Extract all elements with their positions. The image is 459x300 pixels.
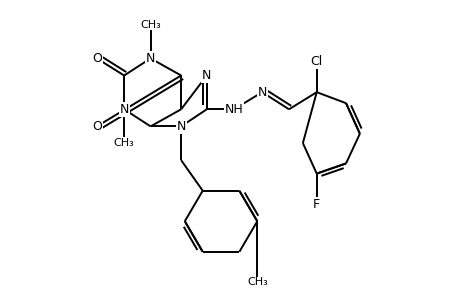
Text: N: N xyxy=(202,69,211,82)
Text: F: F xyxy=(313,198,319,211)
Text: CH₃: CH₃ xyxy=(140,20,161,30)
Text: NH: NH xyxy=(224,103,243,116)
Text: N: N xyxy=(119,103,129,116)
Text: CH₃: CH₃ xyxy=(113,138,134,148)
Text: Cl: Cl xyxy=(310,55,322,68)
Text: CH₃: CH₃ xyxy=(246,277,267,287)
Text: N: N xyxy=(257,86,266,99)
Text: O: O xyxy=(92,52,101,65)
Text: N: N xyxy=(146,52,155,65)
Text: O: O xyxy=(92,120,101,133)
Text: N: N xyxy=(176,120,185,133)
